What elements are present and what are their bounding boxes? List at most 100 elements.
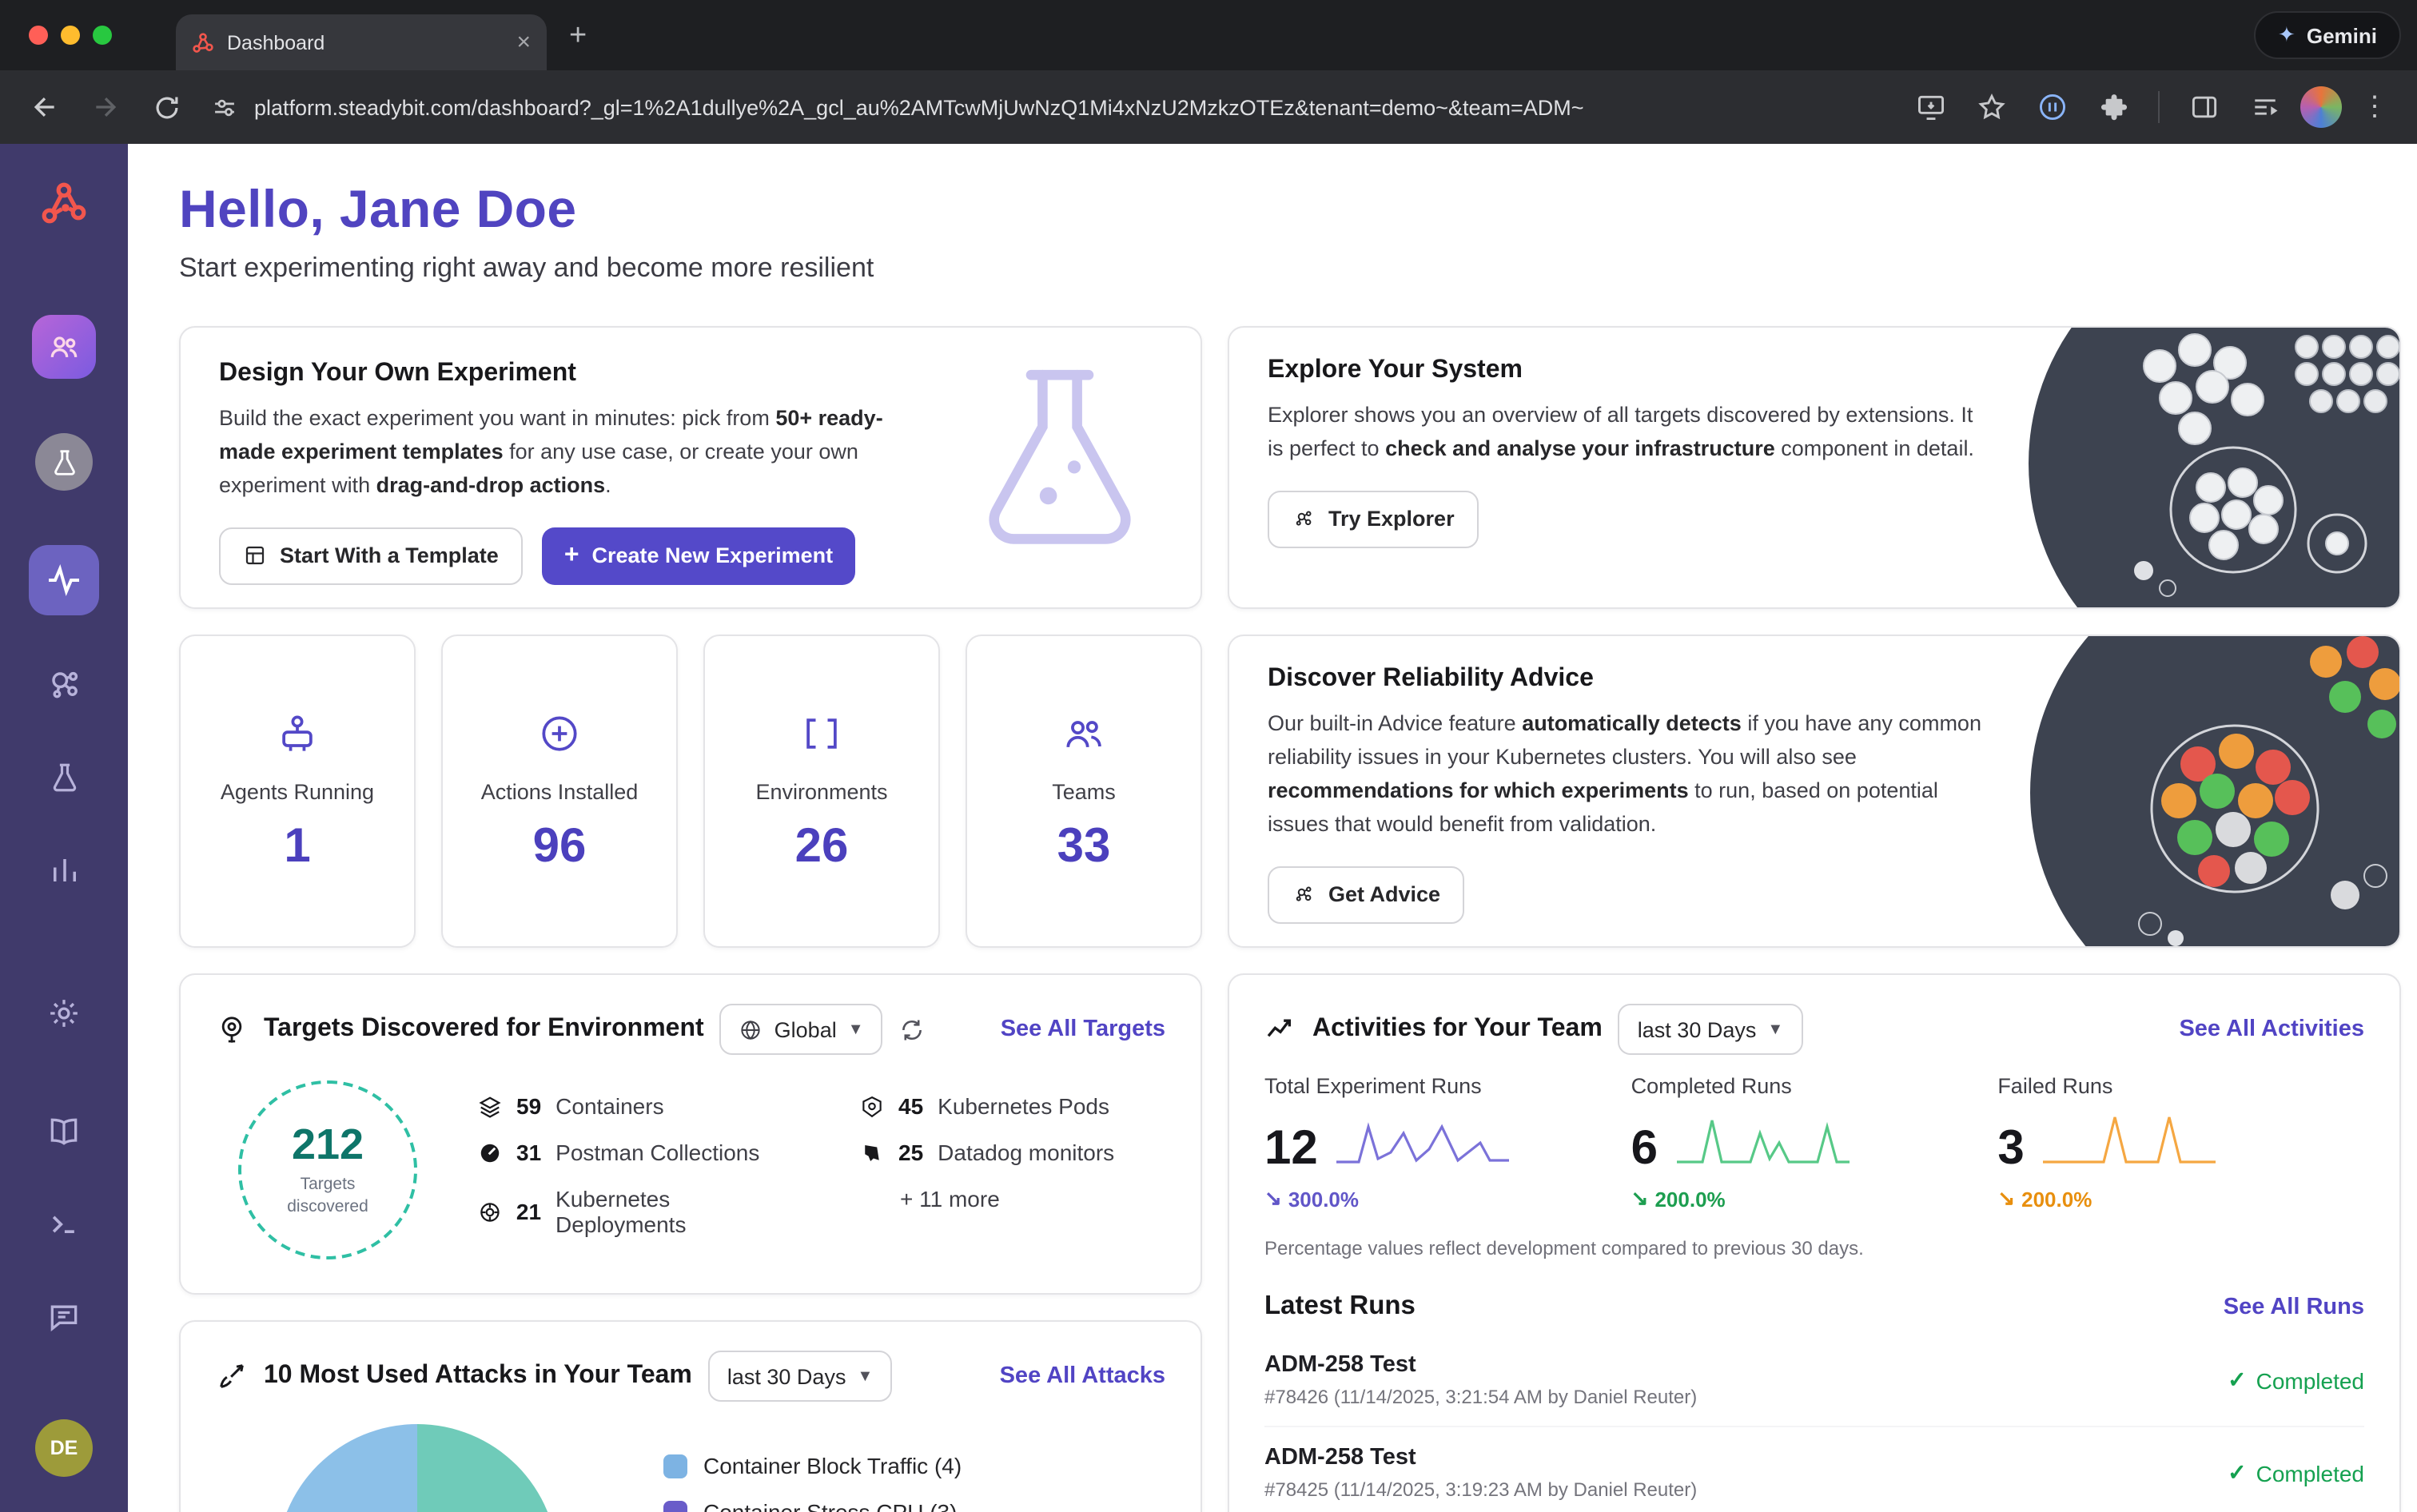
steadybit-logo-icon[interactable] [38,179,90,238]
omnibox[interactable]: platform.steadybit.com/dashboard?_gl=1%2… [211,94,1886,121]
tab-close-icon[interactable]: × [516,29,531,56]
see-all-activities-link[interactable]: See All Activities [2179,1017,2364,1042]
activities-range-selector[interactable]: last 30 Days ▼ [1618,1004,1803,1055]
sidebar-item-explorer[interactable] [35,660,93,708]
stat-label: Teams [1052,779,1116,803]
stat-card-actions[interactable]: Actions Installed 96 [441,635,678,948]
metric-completed-runs: Completed Runs 6 ↘ 200.0% [1631,1074,1998,1212]
legend-swatch [663,1500,687,1512]
run-status: ✓ Completed [2228,1367,2364,1393]
sidebar-item-experiments[interactable] [35,753,93,801]
activities-card: Activities for Your Team last 30 Days ▼ … [1228,973,2401,1512]
experiments-flask-icon [52,762,76,791]
teams-icon [1066,720,1101,747]
get-advice-button[interactable]: Get Advice [1268,865,1465,924]
start-template-button[interactable]: Start With a Template [219,527,523,585]
try-explorer-button[interactable]: Try Explorer [1268,490,1479,548]
trend-icon [1267,1019,1291,1037]
extensions-puzzle-icon[interactable] [2088,82,2139,133]
bookmark-star-icon[interactable] [1966,82,2017,133]
new-tab-button[interactable]: + [569,18,587,52]
media-controls-icon[interactable] [2240,82,2291,133]
gemini-label: Gemini [2306,23,2377,47]
browser-chrome: Dashboard × + ✦ Gemini pla [0,0,2417,144]
sidebar-item-workspace-avatar[interactable] [35,433,93,491]
sparkline-failed [2043,1116,2216,1164]
chevron-down-icon: ▼ [857,1367,874,1385]
reload-button[interactable] [141,82,192,133]
stat-card-environments[interactable]: Environments 26 [703,635,940,948]
side-panel-icon[interactable] [2179,82,2230,133]
browser-menu-icon[interactable]: ⋮ [2361,91,2388,121]
stat-label: Environments [755,779,888,803]
environment-selector[interactable]: Global ▼ [719,1004,883,1055]
sidebar-item-settings[interactable] [35,989,93,1037]
sidebar-item-dashboard[interactable] [29,545,99,615]
attacks-pie-chart [277,1424,558,1512]
sidebar-item-reports[interactable] [35,846,93,893]
create-experiment-button[interactable]: + Create New Experiment [541,527,856,585]
stat-card-agents[interactable]: Agents Running 1 [179,635,416,948]
card-title: Targets Discovered for Environment [264,1015,704,1042]
attacks-range-selector[interactable]: last 30 Days ▼ [707,1351,893,1402]
kubernetes-icon [862,1095,882,1117]
sidebar-item-team-avatar[interactable] [32,315,96,379]
paused-badge-icon[interactable] [2027,82,2078,133]
browser-tab-dashboard[interactable]: Dashboard × [176,14,547,70]
stat-value: 1 [284,819,311,872]
refresh-icon[interactable] [899,1016,926,1043]
run-row[interactable]: ADM-258 Test #78426 (11/14/2025, 3:21:54… [1264,1335,2364,1426]
sidebar-item-cli[interactable] [35,1200,93,1248]
targets-total-circle: 212 Targets discovered [238,1080,417,1259]
design-experiment-card: Design Your Own Experiment Build the exa… [179,326,1202,609]
card-body: Build the exact experiment you want in m… [219,406,883,497]
see-all-attacks-link[interactable]: See All Attacks [999,1363,1165,1389]
target-type-row: 21 Kubernetes Deployments [478,1186,806,1237]
forward-button[interactable] [80,82,131,133]
see-all-targets-link[interactable]: See All Targets [1000,1017,1165,1042]
window-minimize-button[interactable] [61,26,80,45]
sidebar-user-avatar[interactable]: DE [35,1419,93,1477]
run-row[interactable]: ADM-258 Test #78425 (11/14/2025, 3:19:23… [1264,1426,2364,1512]
targets-icon [221,1017,242,1043]
metric-total-runs: Total Experiment Runs 12 ↘ 300.0% [1264,1074,1631,1212]
profile-avatar[interactable] [2300,86,2342,128]
sidebar-item-docs[interactable] [35,1108,93,1156]
page-title: Hello, Jane Doe [179,179,577,238]
trend-down-arrow-icon: ↘ [1264,1186,1282,1210]
actions-icon [542,715,577,750]
targets-more[interactable]: + 11 more [900,1186,1000,1212]
gemini-button[interactable]: ✦ Gemini [2254,11,2401,59]
steadybit-favicon [193,32,213,52]
stat-card-teams[interactable]: Teams 33 [966,635,1202,948]
target-type-row: 59 Containers [478,1093,806,1119]
sidebar-item-feedback[interactable] [35,1293,93,1341]
card-title: Design Your Own Experiment [219,360,576,387]
legend-item: Container Stress CPU (3) [663,1499,962,1512]
explorer-visualization [1990,328,2399,607]
tab-title: Dashboard [227,31,325,54]
window-zoom-button[interactable] [93,26,112,45]
targets-card: Targets Discovered for Environment Globa… [179,973,1202,1295]
metrics-note: Percentage values reflect development co… [1264,1237,1864,1259]
stat-cards-row: Agents Running 1 Actions Installed 96 [179,635,1202,948]
url-text[interactable]: platform.steadybit.com/dashboard?_gl=1%2… [254,95,1584,119]
browser-toolbar: platform.steadybit.com/dashboard?_gl=1%2… [0,70,2417,144]
check-icon: ✓ [2228,1459,2247,1485]
main-content: Hello, Jane Doe Start experimenting righ… [128,144,2417,1512]
targets-total: 212 [291,1120,364,1169]
run-name: ADM-258 Test [1264,1352,1416,1378]
latest-runs-title: Latest Runs [1264,1291,1416,1320]
window-close-button[interactable] [29,26,48,45]
environments-icon [806,718,837,748]
flask-illustration [974,353,1146,566]
check-icon: ✓ [2228,1367,2247,1392]
back-button[interactable] [19,82,70,133]
site-info-icon[interactable] [211,94,238,121]
see-all-runs-link[interactable]: See All Runs [2223,1294,2364,1319]
install-app-icon[interactable] [1905,82,1957,133]
activities-metrics: Total Experiment Runs 12 ↘ 300.0% Complet… [1264,1074,2364,1212]
gear-icon [50,1000,78,1027]
terminal-icon [52,1216,74,1233]
